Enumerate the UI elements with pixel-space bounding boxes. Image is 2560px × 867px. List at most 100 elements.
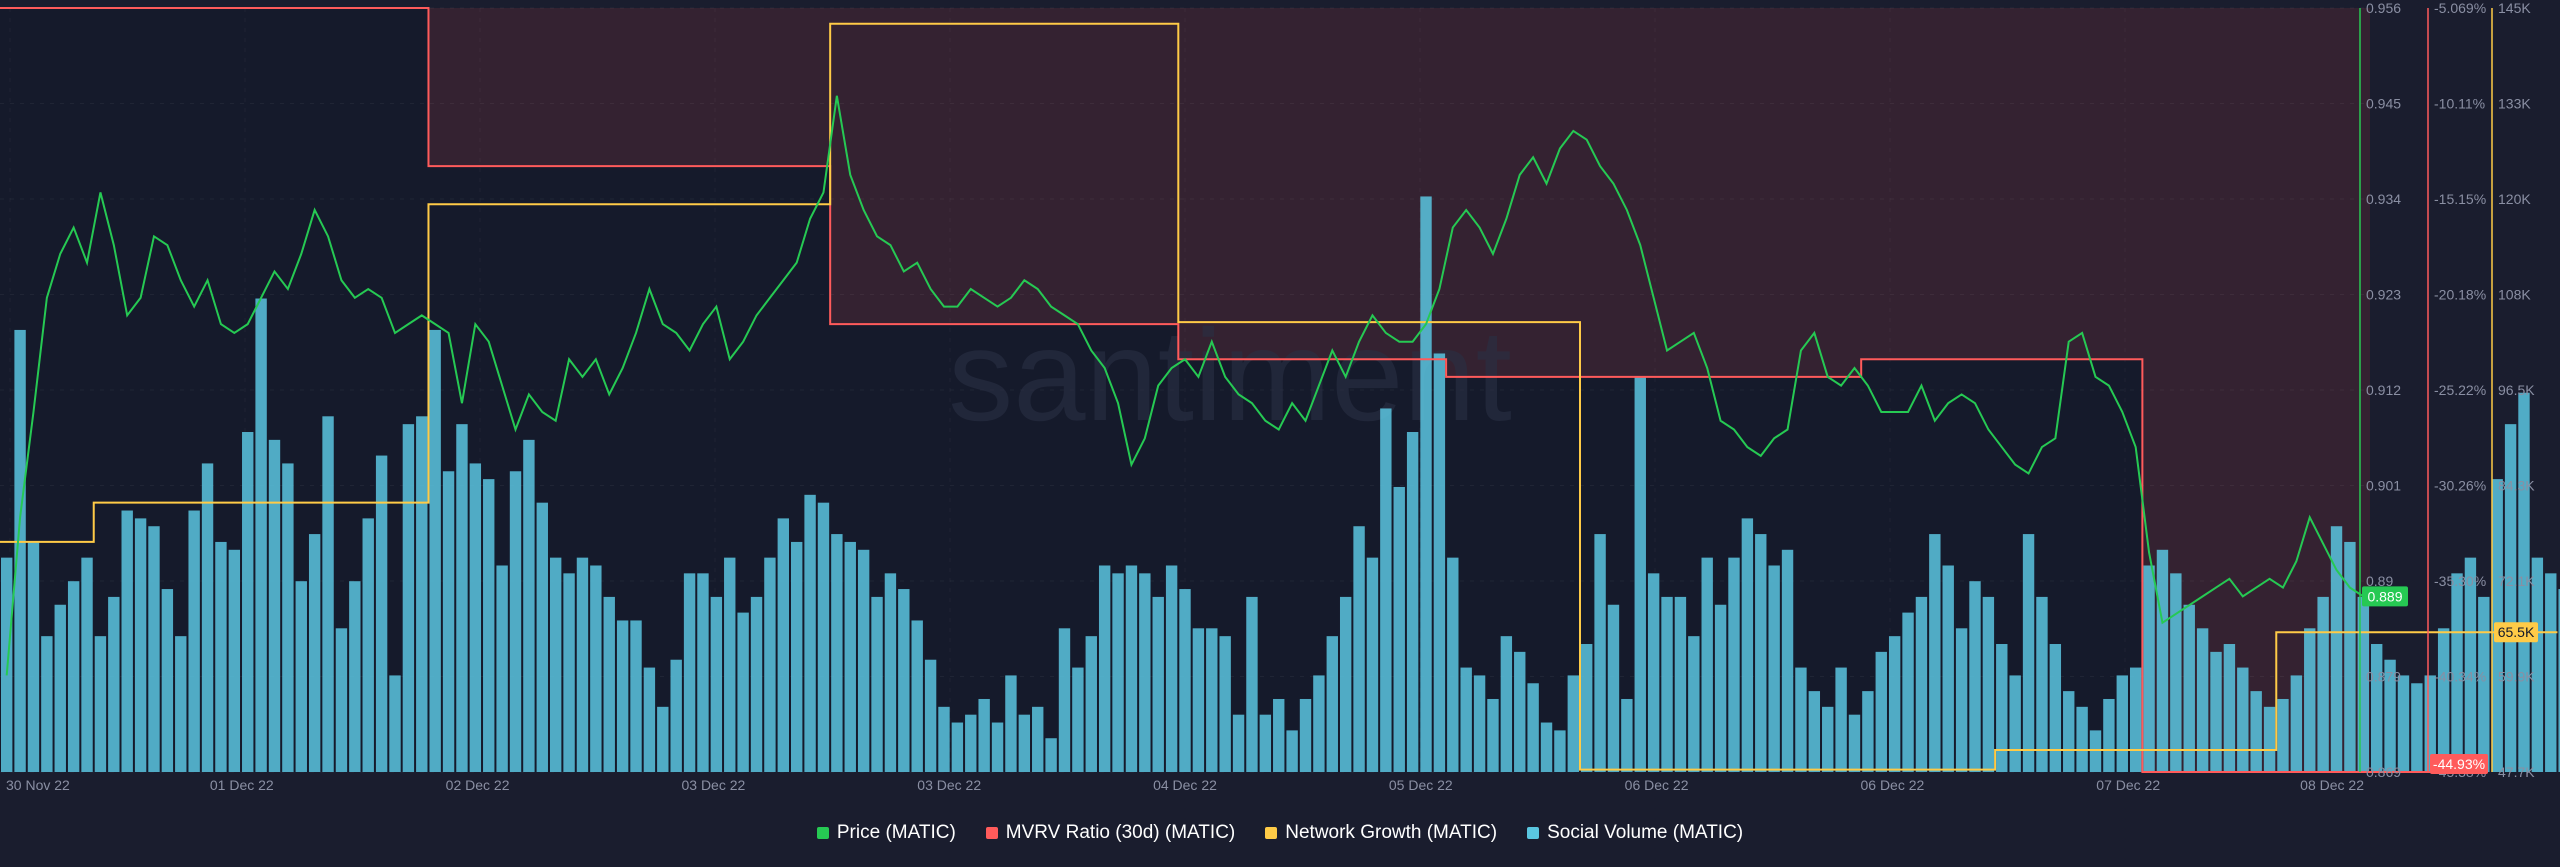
- volume-tick-label: 47.7K: [2498, 764, 2535, 780]
- mvrv-tick-label: -35.30%: [2434, 573, 2486, 589]
- mvrv-highlight-zones: [0, 8, 2437, 772]
- legend-label-mvrv: MVRV Ratio (30d) (MATIC): [1005, 822, 1236, 843]
- social-volume-bar: [2022, 534, 2035, 772]
- price-tick-label: 0.912: [2366, 382, 2401, 398]
- legend-item-network-growth[interactable]: Network Growth (MATIC): [1265, 822, 1497, 844]
- social-volume-bar: [1393, 486, 1405, 772]
- social-volume-bar: [2531, 557, 2544, 772]
- social-volume-bar: [308, 534, 321, 772]
- social-volume-bar: [2156, 549, 2169, 772]
- social-volume-bar: [2357, 596, 2369, 772]
- social-volume-bar: [2076, 706, 2088, 772]
- legend-item-mvrv[interactable]: MVRV Ratio (30d) (MATIC): [985, 822, 1236, 844]
- network-growth-line: [0, 22, 2558, 771]
- social-volume-bar: [1326, 636, 1338, 772]
- social-volume-bar: [1072, 667, 1084, 772]
- legend-label-price: Price (MATIC): [836, 822, 956, 843]
- social-volume-bar: [1313, 675, 1325, 772]
- legend-label-social-volume: Social Volume (MATIC): [1547, 822, 1744, 843]
- social-volume-bar: [1527, 683, 1539, 772]
- social-volume-bar: [2210, 651, 2222, 772]
- legend-item-social-volume[interactable]: Social Volume (MATIC): [1527, 822, 1743, 844]
- social-volume-bar: [1996, 644, 2008, 772]
- social-volume-bar: [1755, 534, 1767, 772]
- social-volume-bar: [2183, 604, 2195, 772]
- social-volume-bar: [1098, 565, 1111, 772]
- social-volume-bar: [1192, 628, 1205, 772]
- social-volume-bar: [683, 573, 696, 772]
- x-axis: 30 Nov 22 01 Dec 22 02 Dec 22 03 Dec 22 03 D…: [6, 777, 2364, 793]
- social-volume-bar: [1688, 636, 1700, 772]
- social-volume-bar: [1728, 557, 1740, 772]
- social-volume-bar: [67, 581, 80, 772]
- social-volume-bar: [2009, 675, 2021, 772]
- social-volume-bar: [121, 510, 133, 772]
- x-tick-label: 30 Nov 22: [6, 777, 70, 793]
- price-tick-label: 0.869: [2366, 764, 2401, 780]
- legend-item-price[interactable]: Price (MATIC): [816, 822, 956, 844]
- social-volume-bar: [496, 565, 508, 772]
- social-volume-bar: [1594, 534, 1606, 772]
- social-volume-bar: [764, 557, 776, 772]
- volume-current-badge-bg: [2494, 622, 2538, 643]
- social-volume-bar: [1554, 730, 1566, 772]
- social-volume-bar: [1875, 651, 1887, 772]
- social-volume-bar: [2558, 589, 2560, 772]
- price-tick-label: 0.901: [2366, 478, 2401, 494]
- social-volume-bar: [536, 502, 548, 772]
- watermark: santiment: [948, 302, 1512, 448]
- social-volume-bar: [335, 628, 348, 772]
- social-volume-bar: [2330, 526, 2343, 772]
- social-volume-bar: [1206, 628, 1218, 772]
- social-volume-bar: [81, 557, 93, 772]
- social-volume-bar: [2170, 573, 2182, 772]
- social-volume-bar: [1581, 644, 1593, 772]
- mvrv-tick-label: -15.15%: [2434, 191, 2486, 207]
- social-volume-bar: [134, 518, 147, 772]
- price-tick-label: 0.879: [2366, 669, 2401, 685]
- mvrv-tick-label: -25.22%: [2434, 382, 2486, 398]
- mvrv-tick-label: -20.18%: [2434, 287, 2486, 303]
- social-volume-bar: [1447, 557, 1459, 772]
- social-volume-bar: [1058, 628, 1071, 772]
- mvrv-current-badge-bg: [2430, 754, 2488, 774]
- legend-swatch-mvrv: [985, 827, 998, 839]
- social-volume-bar: [27, 541, 40, 772]
- social-volume-bar: [1969, 581, 1981, 772]
- social-volume-bar: [215, 541, 227, 772]
- social-volume-bars: [1, 196, 2560, 772]
- social-volume-bar: [1822, 706, 1834, 772]
- mvrv-zone: [0, 8, 2437, 772]
- social-volume-bar: [750, 596, 763, 772]
- social-volume-bar: [1942, 565, 1954, 772]
- social-volume-bar: [161, 589, 174, 772]
- social-volume-bar: [951, 722, 964, 772]
- social-volume-bar: [724, 557, 736, 772]
- social-volume-bar: [2049, 644, 2062, 772]
- social-volume-bar: [322, 416, 334, 772]
- social-volume-bar: [1339, 596, 1352, 772]
- social-volume-bar: [1259, 714, 1272, 772]
- social-volume-bar: [2196, 628, 2209, 772]
- social-volume-bar: [2063, 691, 2075, 772]
- x-tick-label: 03 Dec 22: [681, 777, 745, 793]
- mvrv-tick-label: -5.069%: [2434, 0, 2486, 16]
- social-volume-bar: [1433, 353, 1446, 772]
- social-volume-bar: [2143, 565, 2155, 772]
- social-volume-bar: [375, 455, 388, 772]
- volume-tick-label: 108K: [2498, 287, 2531, 303]
- social-volume-bar: [268, 439, 281, 772]
- current-value-badges: 0.889 -44.93% 65.5K: [2362, 586, 2538, 774]
- legend: Price (MATIC) MVRV Ratio (30d) (MATIC) N…: [0, 818, 2560, 848]
- social-volume-bar: [1661, 596, 1673, 772]
- social-volume-bar: [1647, 573, 1660, 772]
- series-lines: [0, 7, 2558, 773]
- social-volume-bar: [1741, 518, 1754, 772]
- social-volume-bar: [2504, 424, 2517, 772]
- social-volume-bar: [523, 439, 535, 772]
- social-volume-bar: [911, 620, 923, 772]
- price-tick-label: 0.956: [2366, 0, 2401, 16]
- social-volume-bar: [1085, 636, 1097, 772]
- social-volume-bar: [429, 329, 441, 772]
- social-volume-bar: [2317, 596, 2329, 772]
